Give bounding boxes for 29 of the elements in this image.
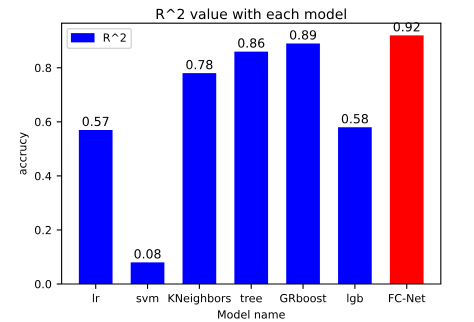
data-label: 0.08 — [134, 249, 161, 259]
data-label: 0.58 — [342, 114, 368, 124]
bar — [78, 130, 113, 284]
x-tick-label: tree — [240, 294, 262, 302]
bar — [338, 127, 372, 284]
y-axis-title: accrucy — [20, 132, 29, 175]
y-tick-label: 0.6 — [34, 118, 52, 126]
x-axis-title: Model name — [218, 310, 285, 319]
data-label: 0.57 — [82, 116, 109, 126]
x-tick-label: lr — [92, 294, 100, 302]
bar — [182, 73, 216, 284]
bar — [234, 52, 268, 284]
chart-title: R^2 value with each model — [156, 8, 346, 20]
legend-label: R^2 — [104, 33, 126, 42]
y-tick-label: 0.0 — [34, 280, 52, 288]
bar — [286, 43, 320, 284]
y-tick-label: 0.2 — [34, 226, 51, 234]
data-label: 0.86 — [238, 38, 264, 48]
y-tick-label: 0.8 — [34, 64, 52, 72]
x-tick-label: lgb — [347, 294, 363, 304]
data-label: 0.78 — [186, 60, 212, 70]
x-tick-label: GRboost — [280, 294, 326, 302]
x-tick-label: FC-Net — [388, 294, 426, 302]
bar — [130, 262, 164, 284]
x-tick-label: svm — [136, 296, 158, 302]
bar — [390, 35, 424, 284]
data-label: 0.89 — [290, 30, 316, 40]
y-tick-label: 0.4 — [34, 172, 52, 180]
x-tick-label: KNeighbors — [168, 294, 231, 304]
